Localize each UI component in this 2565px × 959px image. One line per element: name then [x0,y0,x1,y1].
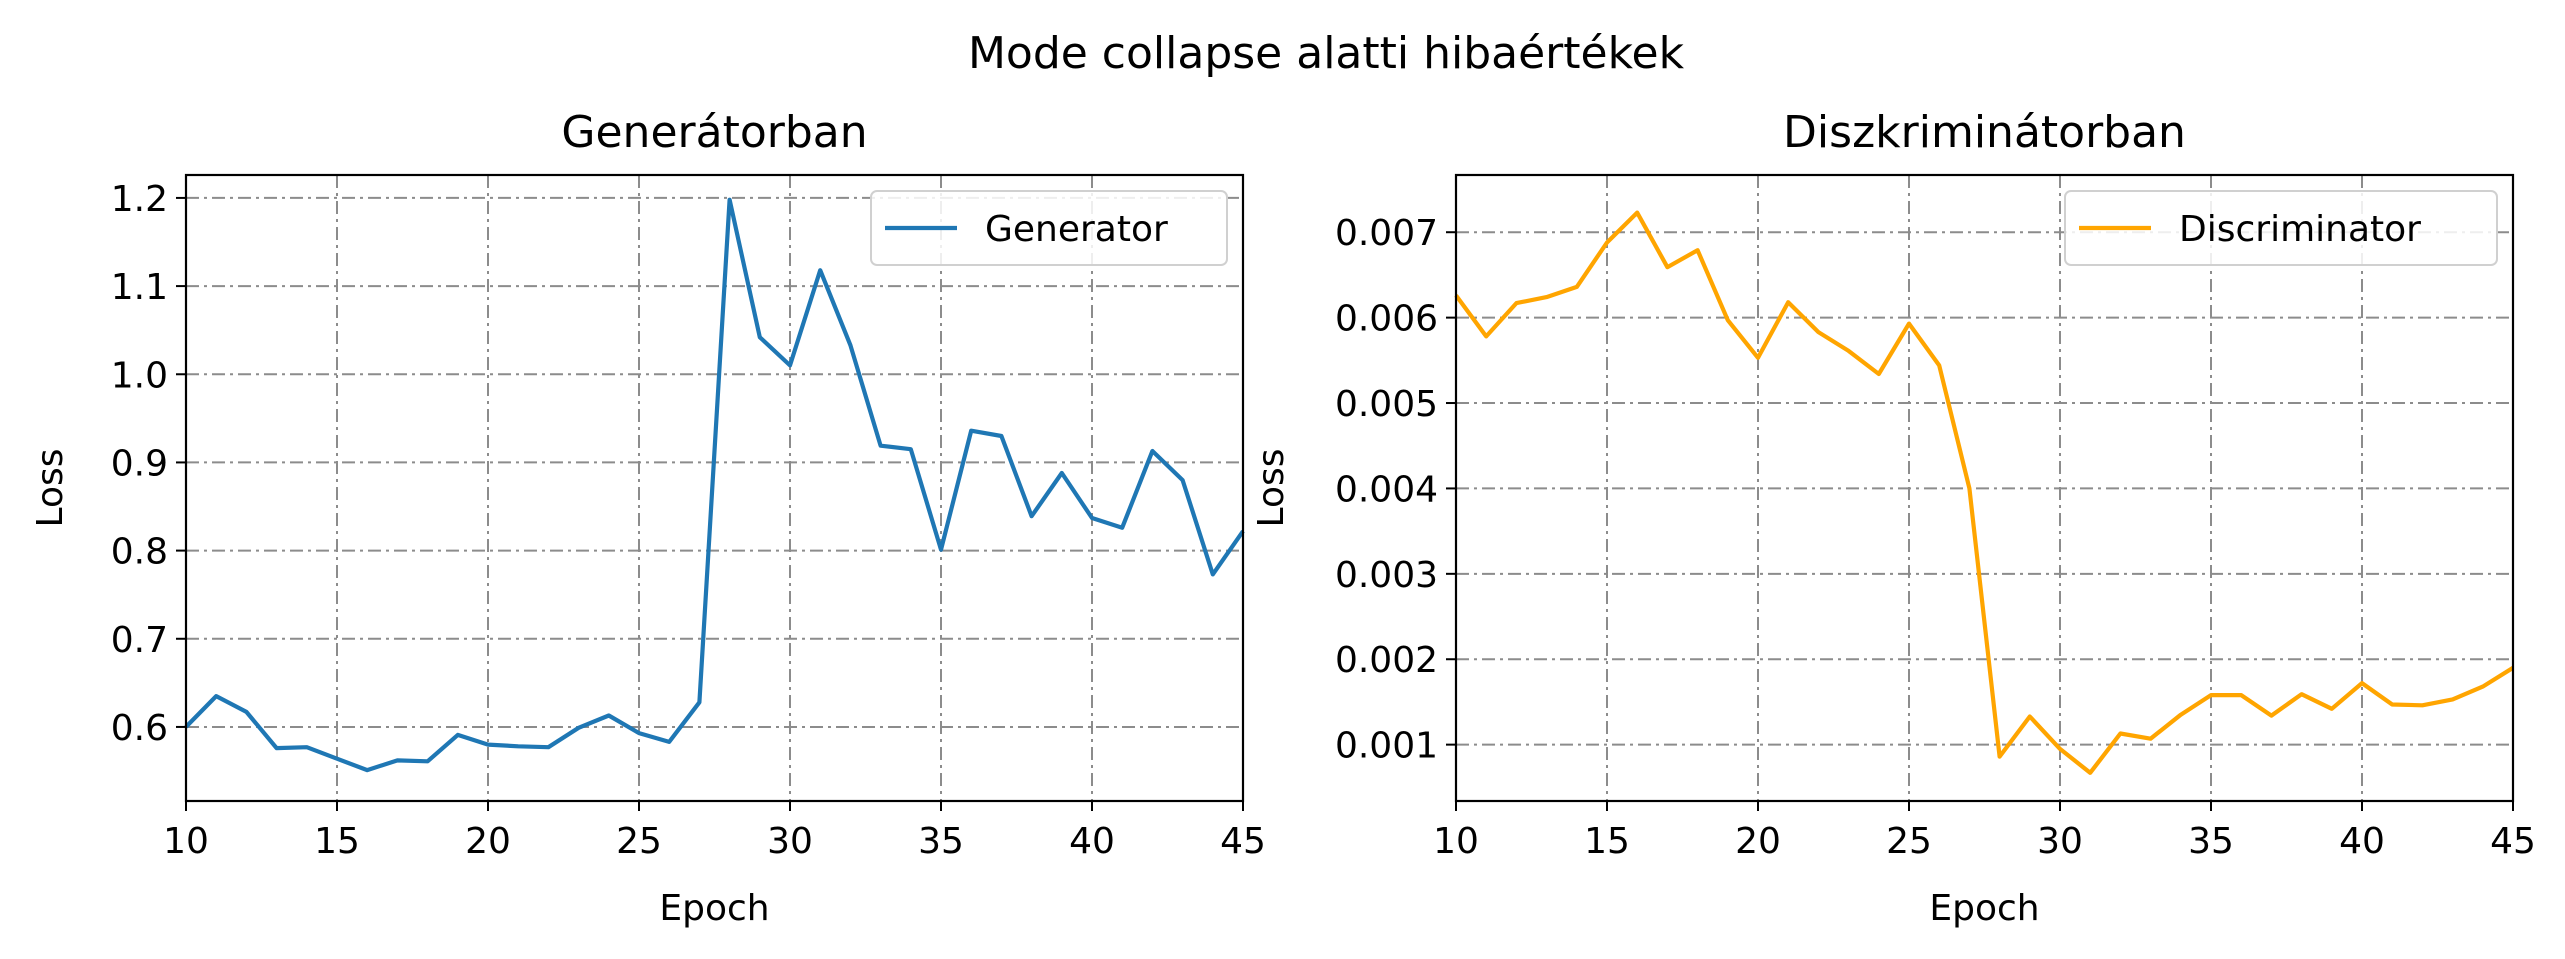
x-axis-label: Epoch [1929,888,2039,929]
x-axis-label: Epoch [659,888,769,929]
legend-label: Discriminator [2179,209,2421,250]
y-tick-label: 1.2 [111,179,168,220]
x-tick-label: 35 [918,821,964,862]
y-tick-label: 0.9 [111,443,168,484]
figure-suptitle: Mode collapse alatti hibaértékek [968,28,1685,79]
x-tick-label: 15 [314,821,360,862]
y-axis-label: Loss [30,449,71,528]
chart-panel-1: Generátorban 10 15 20 25 30 35 40 45 0.6 0.7 0.8 0.9… [30,107,1266,929]
x-tick-label: 45 [2490,821,2536,862]
y-tick-label: 0.7 [111,620,168,661]
legend-label: Generator [985,209,1168,250]
y-tick-label: 1.0 [111,355,168,396]
y-tick-label: 0.8 [111,532,168,573]
x-tick-label: 30 [2037,821,2083,862]
series-line-discriminator [1454,210,2515,775]
x-tick-label: 10 [163,821,209,862]
legend: Discriminator [2064,190,2498,266]
panel-title: Diszkriminátorban [1783,107,2186,158]
x-tick-label: 25 [616,821,662,862]
series-line-generator [184,197,1245,773]
legend: Generator [870,190,1228,266]
x-tick-label: 35 [2188,821,2234,862]
chart-panel-2: Diszkriminátorban 10 15 20 25 30 35 40 45 0.001 0.… [1251,107,2536,929]
y-tick-label: 0.004 [1335,469,1438,510]
chart-panels: Generátorban 10 15 20 25 30 35 40 45 0.6 0.7 0.8 0.9… [30,107,2536,929]
panel-title: Generátorban [561,107,867,158]
x-tick-label: 40 [2339,821,2385,862]
y-axis-label: Loss [1251,449,1292,528]
x-tick-label: 45 [1220,821,1266,862]
y-tick-label: 0.6 [111,708,168,749]
legend-box [2064,190,2498,266]
y-tick-label: 0.003 [1335,555,1438,596]
x-tick-label: 10 [1433,821,1479,862]
x-tick-label: 40 [1069,821,1115,862]
x-tick-label: 15 [1584,821,1630,862]
y-tick-label: 0.007 [1335,213,1438,254]
y-tick-label: 0.002 [1335,640,1438,681]
legend-box [870,190,1228,266]
x-tick-label: 20 [1735,821,1781,862]
y-tick-label: 0.001 [1335,726,1438,767]
y-tick-label: 0.005 [1335,384,1438,425]
x-tick-label: 25 [1886,821,1932,862]
x-tick-label: 30 [767,821,813,862]
y-tick-label: 1.1 [111,267,168,308]
y-tick-label: 0.006 [1335,299,1438,340]
plot-frame [184,173,1245,803]
x-tick-label: 20 [465,821,511,862]
